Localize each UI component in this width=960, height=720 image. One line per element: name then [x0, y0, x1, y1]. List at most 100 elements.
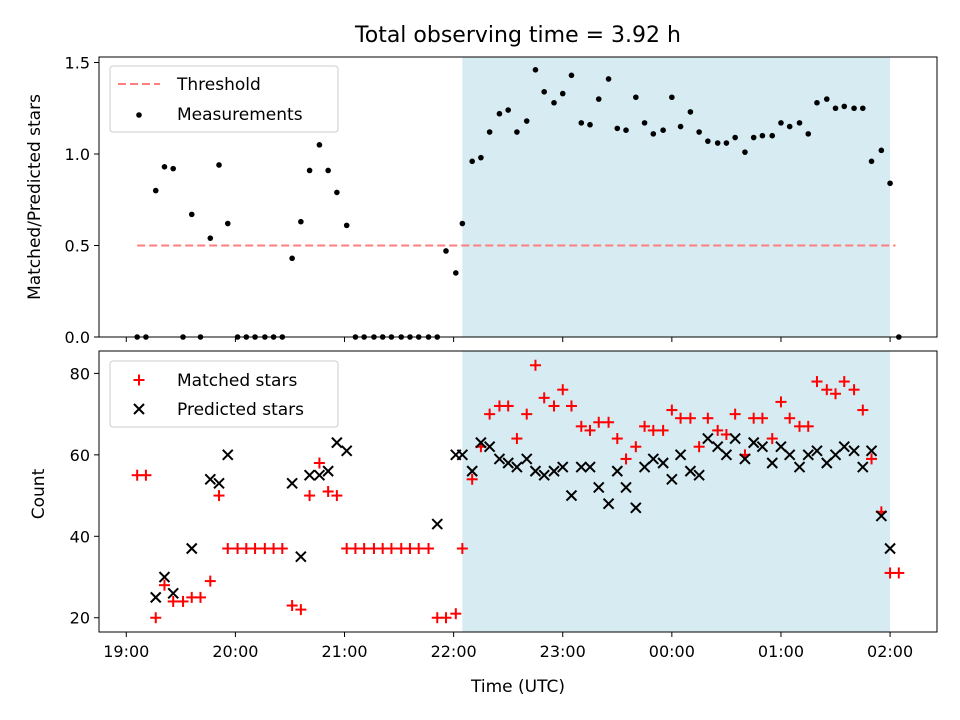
measurement-point [170, 165, 176, 172]
predicted-star-point [875, 510, 888, 522]
measurement-point [769, 132, 776, 139]
cross-stroke [511, 461, 523, 473]
y-tick-label: 40 [70, 527, 90, 546]
y-tick-label: 80 [70, 364, 90, 383]
matched-star-point [702, 412, 714, 424]
predicted-star-point [739, 453, 751, 465]
cross-stroke [857, 461, 869, 473]
predicted-star-point [747, 436, 760, 449]
cross-stroke [158, 571, 171, 583]
cross-stroke [483, 440, 496, 453]
cross-stroke [666, 473, 678, 485]
predicted-star-point [493, 453, 506, 465]
matched-star-point [450, 608, 462, 620]
cross-stroke [167, 587, 179, 600]
cross-stroke [711, 440, 724, 453]
cross-stroke [630, 502, 642, 514]
matched-star-point [286, 600, 298, 612]
cross-stroke [811, 445, 823, 457]
predicted-star-point [657, 457, 669, 469]
count-legend-box [109, 360, 339, 428]
matched-star-point [603, 416, 615, 428]
legend-plus-marker [133, 374, 145, 386]
matched-star-point [684, 412, 696, 424]
matched-star-point [167, 595, 179, 607]
predicted-star-point [322, 465, 334, 477]
measurement-point [523, 118, 530, 124]
predicted-star-point [483, 440, 496, 453]
cross-stroke [322, 465, 334, 477]
measurement-point [714, 140, 721, 146]
cross-stroke [340, 445, 353, 457]
y-tick-label: 0.5 [65, 236, 90, 255]
predicted-star-point [775, 440, 787, 453]
predicted-star-point [511, 461, 523, 473]
measurement-point [478, 154, 484, 161]
measurement-point [823, 96, 830, 102]
cross-stroke [538, 469, 550, 481]
measurement-point [660, 127, 666, 134]
y-tick-label: 20 [70, 609, 90, 628]
predicted-star-point [475, 436, 487, 449]
cross-stroke [133, 403, 145, 415]
matched-star-point [413, 543, 425, 555]
predicted-star-point [829, 449, 842, 461]
measurement-point [669, 94, 675, 101]
predicted-star-point [431, 518, 443, 530]
predicted-star-point [720, 449, 733, 461]
predicted-star-point [766, 457, 778, 469]
measurement-point [623, 127, 629, 134]
predicted-star-point [638, 461, 651, 473]
x-axis-label: Time (UTC) [470, 677, 565, 697]
predicted-star-point [647, 453, 660, 465]
measurement-point [496, 110, 503, 117]
measurement-point [459, 220, 466, 227]
cross-stroke [186, 542, 198, 555]
measurement-point [551, 99, 557, 106]
predicted-star-point [620, 481, 632, 494]
cross-stroke [466, 465, 478, 477]
measurement-point [289, 255, 295, 262]
measurement-point [216, 162, 222, 168]
measurement-point [343, 222, 350, 229]
matched-star-point [657, 424, 669, 436]
x-tick-label: 02:00 [867, 642, 913, 661]
measurement-point [614, 125, 621, 132]
predicted-star-point [548, 465, 560, 477]
cross-stroke [693, 469, 705, 481]
cross-stroke [620, 481, 632, 494]
measurement-point [453, 270, 459, 276]
measurement-point [298, 218, 304, 225]
predicted-star-point [593, 481, 605, 494]
predicted-star-point [565, 489, 578, 502]
measurement-point [687, 109, 694, 115]
matched-star-point [150, 612, 162, 624]
cross-stroke [565, 489, 578, 502]
predicted-star-point [674, 449, 687, 461]
predicted-star-point [602, 498, 615, 510]
matched-star-point [630, 441, 642, 453]
ratio-axes: 0.0 0.5 1.0 1.5 [65, 53, 891, 347]
cross-stroke [529, 465, 542, 477]
matched-star-point [521, 408, 533, 420]
x-tick-label: 20:00 [212, 642, 258, 661]
cross-stroke [684, 465, 697, 477]
measurement-point [161, 164, 168, 170]
predicted-star-point [456, 449, 469, 461]
measurement-point [152, 187, 159, 194]
cross-stroke [286, 477, 298, 490]
predicted-star-point [502, 457, 514, 469]
cross-stroke [638, 461, 651, 473]
predicted-star-point [884, 542, 896, 555]
matched-star-point [213, 490, 225, 502]
cross-stroke [548, 465, 560, 477]
measurement-point [207, 235, 214, 241]
ratio-panel: 0.0 0.5 1.0 1.5 Matched/Predicted stars Thr… [25, 53, 938, 347]
matched-star-point [712, 424, 724, 436]
cross-stroke [838, 440, 850, 453]
predicted-star-point [303, 469, 316, 481]
predicted-star-point [295, 550, 307, 563]
matched-star-point [529, 359, 541, 371]
matched-star-point [756, 412, 768, 424]
